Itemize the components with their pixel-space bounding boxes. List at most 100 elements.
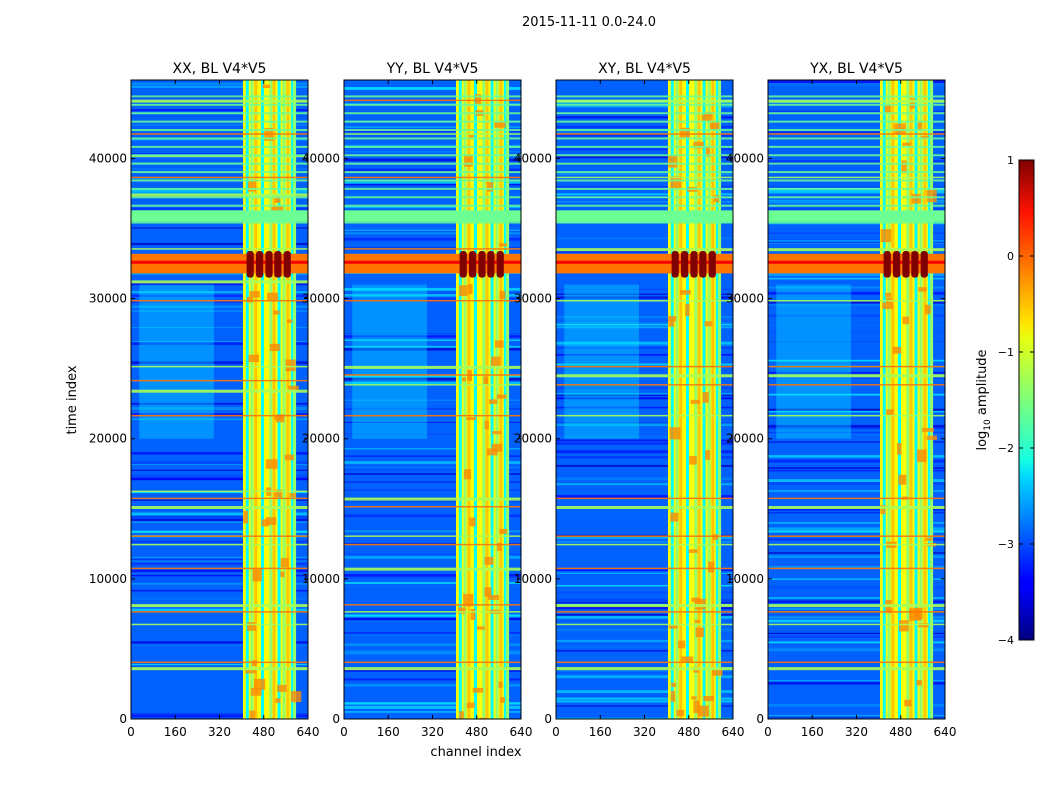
rfi-patch [668,625,678,629]
rfi-stripe [556,154,733,157]
heatmap-texture-row [768,83,945,86]
heatmap-texture-row [344,530,521,533]
heatmap-texture-row [556,645,733,649]
x-tick-label: 160 [801,725,824,739]
rfi-patch [705,450,711,460]
heatmap-texture-row [344,231,521,233]
rfi-channel-column [685,80,689,719]
heatmap-texture-row [344,399,521,401]
rfi-channel-column [293,80,297,719]
rfi-patch [909,608,921,621]
rfi-patch [702,392,709,403]
broadband-rfi-line [344,414,521,417]
heatmap-texture-row [131,491,308,494]
heatmap-texture-row [344,407,521,410]
heatmap-texture-row [344,381,521,385]
rfi-channel-column [286,80,290,719]
broadband-rfi-line [344,99,521,102]
heatmap-texture-row [768,304,945,306]
rfi-patch [249,291,260,298]
broadband-rfi-line [131,623,308,626]
broadband-rfi-line [344,300,521,302]
heatmap-texture-row [768,538,945,541]
heatmap-texture-row [344,514,521,518]
heatmap-texture-row [344,423,521,425]
rfi-patch [885,292,892,297]
rfi-patch [284,454,294,461]
rfi-patch [464,154,473,167]
heatmap-texture-row [556,477,733,480]
heatmap-texture-row [768,424,945,428]
heatmap-texture-row [131,407,308,410]
strong-rfi-line [556,260,733,264]
heatmap-texture-row [556,700,733,703]
rfi-stripe [344,187,521,190]
rfi-patch [253,678,266,690]
strong-rfi-block [920,250,928,278]
rfi-channel-column [897,80,901,719]
heatmap-texture-row [131,191,308,195]
x-tick-label: 0 [764,725,772,739]
colorbar-tick-label: −3 [998,538,1014,551]
strong-rfi-block [902,250,910,278]
rfi-patch [918,287,927,292]
rfi-patch [926,189,937,203]
rfi-patch [916,680,923,686]
broadband-rfi-line [556,365,733,368]
rfi-stripe [556,112,733,115]
heatmap-texture-row [131,530,308,534]
broadband-rfi-line [768,497,945,500]
broadband-rfi-line [556,543,733,546]
strong-rfi-line [768,260,945,264]
heatmap-texture-row [768,331,945,333]
heatmap-texture-row [768,455,945,458]
rfi-patch [712,669,723,676]
heatmap-texture-row [556,131,733,134]
heatmap-texture-row [131,402,308,405]
heatmap-texture-row [768,273,945,276]
diffuse-emission [352,284,427,439]
heatmap-texture-row [556,133,733,137]
rfi-stripe [344,137,521,140]
rfi-stripe [768,112,945,115]
heatmap-texture-row [768,125,945,129]
rfi-stripe [768,103,945,106]
strong-rfi-block [487,250,495,278]
y-tick-label: 20000 [302,432,340,446]
rfi-channel-column [482,80,486,719]
heatmap-texture-row [556,464,733,467]
panel-title: XY, BL V4*V5 [598,61,691,77]
rfi-channel-column [277,80,281,719]
strong-rfi-block [256,250,264,278]
heatmap-texture-row [344,311,521,313]
heatmap-texture-row [768,555,945,558]
rfi-patch [285,359,296,372]
rfi-stripe [131,171,308,174]
heatmap-texture-row [768,649,945,652]
rfi-stripe [344,204,521,207]
heatmap-texture-row [556,572,733,574]
rfi-patch [269,343,280,352]
heatmap-texture-row [344,105,521,109]
heatmap-texture-row [768,616,945,619]
rfi-channel-column [697,80,701,719]
y-axis-label: time index [65,365,80,434]
heatmap-texture-row [131,569,308,573]
rfi-patch [911,193,921,204]
rfi-patch [469,134,474,139]
rfi-channel-column [923,80,927,719]
broadband-rfi-line [344,497,521,501]
rfi-patch [474,94,482,105]
x-tick-label: 480 [677,725,700,739]
heatmap-texture-row [131,115,308,117]
rfi-channel-column [463,80,467,719]
rfi-patch [466,417,477,421]
rfi-patch [892,346,902,354]
heatmap-texture-row [344,335,521,338]
colorbar-tick-label: −1 [998,346,1014,359]
strong-rfi-block [496,250,504,278]
broadband-rfi-line [768,611,945,613]
rfi-stripe [344,112,521,115]
rfi-patch [884,104,891,113]
rfi-patch [693,141,704,149]
